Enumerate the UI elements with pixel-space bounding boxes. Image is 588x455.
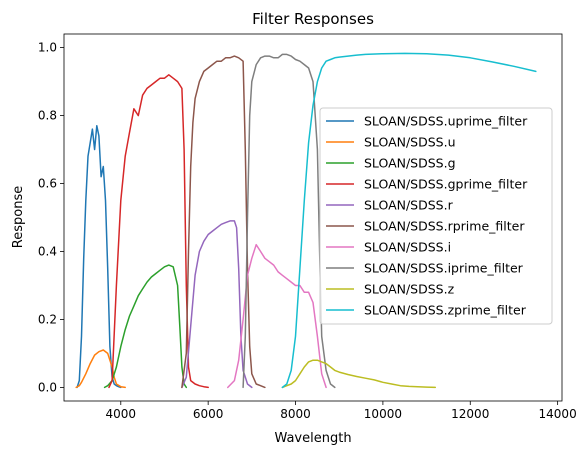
x-axis-ticks: 4000 6000 8000 10000 12000 14000 bbox=[106, 401, 577, 421]
series-line-0 bbox=[76, 125, 122, 389]
x-tick-label: 4000 bbox=[106, 407, 137, 421]
x-tick-label: 8000 bbox=[280, 407, 311, 421]
x-tick-label: 14000 bbox=[539, 407, 577, 421]
legend-label-2: SLOAN/SDSS.g bbox=[364, 156, 456, 171]
legend-frame bbox=[319, 107, 553, 325]
legend-label-8: SLOAN/SDSS.z bbox=[364, 282, 455, 297]
series-line-3 bbox=[108, 74, 209, 389]
y-tick-label: 1.0 bbox=[38, 41, 57, 55]
series-line-9 bbox=[281, 52, 537, 389]
y-tick-label: 0.2 bbox=[38, 312, 57, 326]
legend-label-7: SLOAN/SDSS.iprime_filter bbox=[364, 261, 524, 276]
legend-label-6: SLOAN/SDSS.i bbox=[364, 240, 451, 255]
series-line-8 bbox=[281, 359, 437, 389]
y-tick-label: 0.8 bbox=[38, 109, 57, 123]
x-axis-title: Wavelength bbox=[274, 431, 351, 446]
y-tick-label: 0.6 bbox=[38, 177, 57, 191]
legend-label-5: SLOAN/SDSS.rprime_filter bbox=[364, 219, 525, 234]
y-tick-label: 0.4 bbox=[38, 244, 57, 258]
series-line-1 bbox=[75, 349, 126, 389]
y-tick-label: 0.0 bbox=[38, 380, 57, 394]
y-axis-ticks: 0.0 0.2 0.4 0.6 0.8 1.0 bbox=[38, 41, 64, 394]
series-line-2 bbox=[103, 264, 188, 389]
legend-label-3: SLOAN/SDSS.gprime_filter bbox=[364, 177, 528, 192]
legend-label-9: SLOAN/SDSS.zprime_filter bbox=[364, 303, 527, 318]
legend-label-1: SLOAN/SDSS.u bbox=[364, 135, 456, 150]
legend-label-4: SLOAN/SDSS.r bbox=[364, 198, 454, 213]
x-tick-label: 6000 bbox=[193, 407, 224, 421]
x-tick-label: 12000 bbox=[451, 407, 489, 421]
legend-label-0: SLOAN/SDSS.uprime_filter bbox=[364, 114, 528, 129]
y-axis-title: Response bbox=[11, 186, 26, 248]
plot-lines bbox=[75, 52, 537, 389]
legend-entries: SLOAN/SDSS.uprime_filter SLOAN/SDSS.u SLOA… bbox=[326, 114, 528, 318]
x-tick-label: 10000 bbox=[364, 407, 402, 421]
chart-title: Filter Responses bbox=[252, 10, 374, 28]
legend: SLOAN/SDSS.uprime_filter SLOAN/SDSS.u SLOA… bbox=[319, 107, 553, 325]
series-line-5 bbox=[181, 55, 266, 389]
plot-frame bbox=[63, 33, 563, 402]
